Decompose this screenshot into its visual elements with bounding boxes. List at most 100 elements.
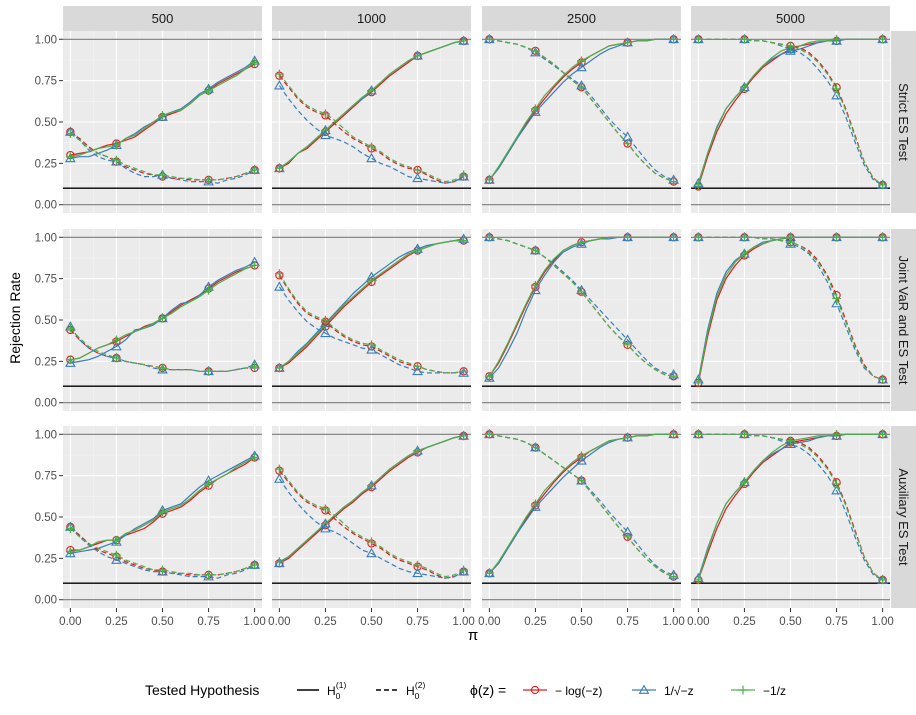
point-marker-plus — [623, 38, 632, 47]
facet-panel — [272, 229, 471, 411]
legend-label-hypothesis: H0(1) — [327, 680, 346, 701]
point-marker-plus — [204, 570, 213, 580]
point-marker-plus — [738, 685, 748, 695]
point-marker-plus — [413, 165, 422, 175]
facet-panel — [272, 426, 471, 608]
point-marker-plus — [250, 261, 260, 270]
point-marker-triangle — [785, 238, 796, 248]
point-marker-plus — [158, 110, 167, 120]
series-line-h2-inv — [278, 73, 464, 183]
point-marker-plus — [250, 58, 260, 67]
point-marker-plus — [878, 34, 888, 44]
point-marker-plus — [669, 232, 679, 242]
point-marker-plus — [65, 323, 75, 333]
point-marker-plus — [623, 139, 632, 148]
point-marker-plus — [484, 175, 494, 185]
point-marker-plus — [484, 34, 494, 44]
point-marker-plus — [740, 34, 749, 44]
facet-panel — [63, 31, 262, 213]
point-marker-plus — [531, 443, 540, 452]
legend-label-phi: 1/√−z — [664, 684, 694, 698]
point-marker-plus — [786, 41, 795, 51]
x-tick-label: 0.00 — [687, 616, 709, 628]
y-tick-label: 0.00 — [35, 595, 57, 607]
x-tick-label: 0.00 — [268, 616, 290, 628]
point-marker-triangle — [65, 152, 76, 163]
x-tick-label: 0.75 — [406, 616, 428, 628]
facet-panel — [482, 426, 681, 608]
point-marker-plus — [531, 46, 540, 56]
x-tick-label: 0.00 — [478, 616, 500, 628]
point-marker-plus — [693, 34, 703, 44]
point-marker-plus — [531, 499, 540, 509]
y-tick-label: 0.25 — [35, 158, 57, 170]
point-marker-plus — [274, 464, 284, 474]
plot-area: 500 1000 2500 5000 Strict ES Test Joint VaR a… — [7, 6, 916, 701]
y-tick-label: 0.00 — [35, 200, 57, 212]
point-marker-plus — [484, 568, 494, 578]
point-marker-plus — [367, 275, 376, 285]
point-marker-triangle — [320, 523, 331, 533]
x-tick-label: 1.00 — [662, 616, 684, 628]
y-tick-label: 0.75 — [35, 274, 57, 286]
point-marker-plus — [531, 104, 540, 114]
point-marker-plus — [878, 375, 888, 384]
point-marker-plus — [459, 431, 469, 441]
point-marker-plus — [204, 285, 213, 295]
y-tick-label: 0.25 — [35, 356, 57, 368]
x-axis-title: π — [468, 627, 478, 644]
point-marker-triangle — [785, 438, 796, 449]
point-marker-triangle — [274, 557, 285, 568]
point-marker-plus — [878, 232, 888, 242]
point-marker-plus — [112, 535, 121, 545]
facet-panel — [482, 229, 681, 411]
point-marker-plus — [832, 479, 841, 489]
point-marker-plus — [832, 294, 841, 303]
legend-title-phi: ϕ(z) = — [470, 682, 506, 698]
point-marker-plus — [577, 287, 586, 297]
column-strip-label: 1000 — [357, 11, 386, 26]
point-marker-plus — [367, 481, 376, 490]
point-marker-plus — [413, 361, 422, 371]
x-tick-label: 1.00 — [452, 616, 474, 628]
point-marker-triangle — [831, 35, 842, 45]
point-marker-plus — [65, 524, 75, 533]
point-marker-plus — [250, 361, 260, 371]
series-line-h2-sqrt — [698, 433, 883, 581]
point-marker-triangle — [203, 176, 214, 186]
point-marker-plus — [112, 353, 121, 363]
point-marker-plus — [274, 363, 284, 373]
x-tick-label: 1.00 — [243, 616, 265, 628]
column-strip — [272, 6, 471, 31]
point-marker-triangle — [484, 372, 495, 382]
point-marker-plus — [274, 163, 284, 173]
point-marker-plus — [65, 129, 75, 138]
facet-panel — [691, 426, 890, 608]
point-marker-triangle — [203, 571, 214, 581]
point-marker-triangle — [111, 340, 122, 351]
x-tick-label: 0.25 — [314, 616, 336, 628]
point-marker-plus — [459, 170, 469, 180]
point-marker-plus — [321, 109, 330, 119]
point-marker-plus — [413, 51, 422, 61]
point-marker-plus — [693, 232, 703, 242]
series-line-h2-log — [278, 75, 464, 184]
row-strip — [891, 31, 916, 213]
column-strip-label: 2500 — [567, 11, 596, 26]
point-marker-triangle — [274, 80, 285, 90]
point-marker-plus — [577, 56, 586, 66]
point-marker-plus — [577, 82, 586, 92]
point-marker-plus — [158, 170, 167, 180]
point-marker-plus — [158, 363, 167, 373]
point-marker-plus — [459, 36, 469, 46]
point-marker-plus — [65, 152, 75, 162]
row-strip-label: Auxiliary ES Test — [896, 468, 911, 566]
series-line-h2-sqrt — [278, 286, 464, 374]
point-marker-plus — [740, 249, 749, 259]
facet-panel — [691, 229, 890, 411]
series-line-h2-inv — [70, 133, 255, 181]
point-marker-plus — [204, 479, 213, 489]
y-tick-label: 1.00 — [35, 429, 57, 441]
point-marker-circle — [530, 685, 540, 695]
series-line-h2-inv — [489, 236, 674, 377]
